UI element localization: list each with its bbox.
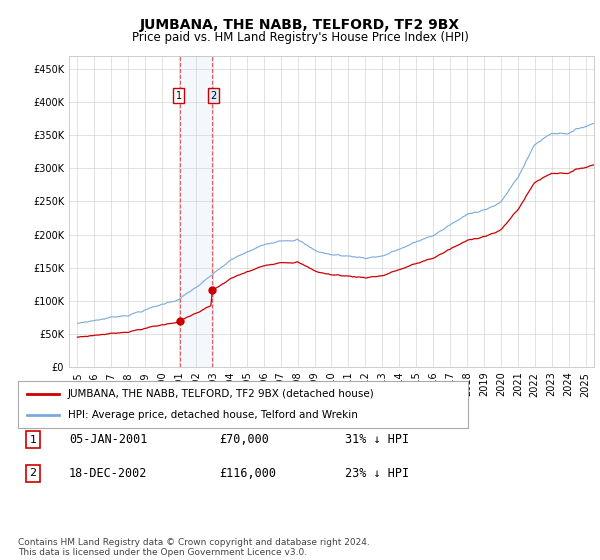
Text: JUMBANA, THE NABB, TELFORD, TF2 9BX: JUMBANA, THE NABB, TELFORD, TF2 9BX	[140, 18, 460, 32]
Text: JUMBANA, THE NABB, TELFORD, TF2 9BX (detached house): JUMBANA, THE NABB, TELFORD, TF2 9BX (det…	[67, 389, 374, 399]
Bar	[180, 56, 212, 367]
Text: 31% ↓ HPI: 31% ↓ HPI	[345, 433, 409, 446]
Text: 2: 2	[210, 91, 216, 101]
Text: 1: 1	[176, 91, 182, 101]
Text: 1: 1	[29, 435, 37, 445]
Text: 05-JAN-2001: 05-JAN-2001	[69, 433, 148, 446]
Text: £116,000: £116,000	[219, 466, 276, 480]
Text: 23% ↓ HPI: 23% ↓ HPI	[345, 466, 409, 480]
Text: 2: 2	[29, 468, 37, 478]
Text: HPI: Average price, detached house, Telford and Wrekin: HPI: Average price, detached house, Telf…	[67, 410, 358, 420]
Text: Price paid vs. HM Land Registry's House Price Index (HPI): Price paid vs. HM Land Registry's House …	[131, 31, 469, 44]
Text: 18-DEC-2002: 18-DEC-2002	[69, 466, 148, 480]
Text: Contains HM Land Registry data © Crown copyright and database right 2024.
This d: Contains HM Land Registry data © Crown c…	[18, 538, 370, 557]
Text: £70,000: £70,000	[219, 433, 269, 446]
